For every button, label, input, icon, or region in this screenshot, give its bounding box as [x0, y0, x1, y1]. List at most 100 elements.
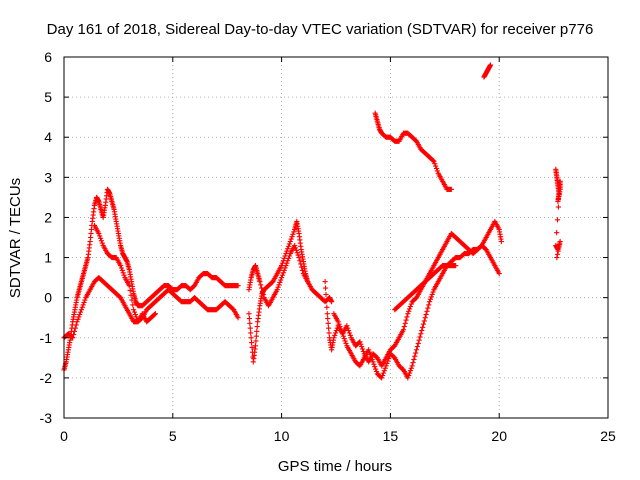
data-point	[332, 332, 338, 338]
data-point	[358, 341, 364, 347]
data-point	[152, 311, 158, 317]
data-point	[332, 330, 339, 336]
data-point	[325, 320, 331, 326]
data-point	[359, 346, 366, 352]
data-point	[407, 368, 414, 374]
data-point	[248, 335, 254, 341]
data-point	[293, 247, 299, 253]
data-point	[260, 291, 266, 298]
data-point	[432, 161, 438, 167]
data-point	[78, 307, 85, 313]
data-point	[429, 291, 435, 298]
data-point	[407, 303, 414, 310]
data-point	[259, 288, 266, 294]
data-point	[557, 178, 563, 184]
y-axis-title: SDTVAR / TECUs	[7, 178, 24, 298]
data-point	[422, 315, 428, 321]
data-point	[121, 272, 127, 278]
data-point	[247, 325, 253, 331]
data-point	[277, 279, 283, 286]
series-track-k	[553, 166, 563, 261]
data-point	[253, 333, 259, 339]
series-track-i	[372, 110, 454, 192]
data-point	[379, 375, 385, 381]
data-point	[324, 304, 330, 310]
data-point	[324, 311, 330, 317]
data-point	[345, 325, 351, 331]
y-tick-label: 6	[44, 49, 52, 65]
y-tick-label: 2	[44, 209, 52, 225]
data-point	[283, 250, 289, 257]
data-point	[384, 360, 390, 367]
data-point	[431, 158, 437, 164]
data-point	[279, 275, 285, 281]
data-point	[274, 287, 280, 293]
data-point	[373, 368, 380, 375]
data-point	[292, 245, 299, 251]
data-point	[379, 372, 386, 379]
data-point	[248, 339, 255, 346]
data-point	[406, 308, 412, 314]
data-point	[77, 311, 83, 318]
data-point	[554, 217, 561, 223]
data-point	[336, 321, 342, 327]
data-point	[290, 231, 296, 237]
data-point	[322, 279, 328, 285]
data-point	[120, 270, 126, 276]
data-point	[286, 241, 293, 247]
data-point	[416, 337, 422, 343]
data-point	[235, 283, 241, 289]
data-point	[427, 296, 434, 302]
series-track-b	[61, 275, 241, 341]
y-tick-label: 0	[44, 290, 52, 306]
data-point	[287, 238, 293, 245]
plot-frame	[63, 56, 609, 419]
data-marks	[61, 62, 563, 381]
data-point	[294, 250, 300, 256]
data-point	[326, 325, 332, 331]
data-point	[405, 375, 411, 381]
data-point	[235, 315, 241, 321]
x-tick-label: 25	[600, 428, 616, 444]
data-point	[299, 267, 306, 273]
data-point	[555, 204, 561, 210]
data-point	[248, 330, 254, 336]
y-tick-label: 1	[44, 250, 52, 266]
data-point	[383, 363, 389, 369]
data-point	[430, 289, 436, 295]
data-point	[254, 323, 260, 330]
chart-title: Day 161 of 2018, Sidereal Day-to-day VTE…	[47, 21, 594, 38]
data-point	[132, 311, 138, 318]
data-point	[133, 314, 139, 320]
data-point	[286, 253, 293, 259]
data-point	[288, 236, 294, 242]
data-point	[131, 307, 137, 313]
data-point	[285, 258, 291, 264]
data-point	[130, 302, 136, 308]
data-point	[373, 366, 379, 372]
data-point	[406, 370, 413, 376]
data-point	[97, 233, 103, 239]
data-point	[292, 242, 298, 249]
data-point	[360, 348, 367, 355]
data-point	[258, 282, 264, 288]
data-point	[119, 267, 125, 273]
data-point	[97, 235, 104, 241]
data-point	[77, 309, 84, 315]
data-point	[82, 297, 88, 303]
data-point	[498, 238, 504, 245]
data-point	[556, 245, 562, 251]
data-point	[448, 186, 454, 192]
axis-ticks: 0 5 10 15 20 25 -3 -2 -1 0 1 2 3 4 5 6	[40, 49, 616, 444]
data-point	[410, 360, 416, 366]
data-point	[556, 191, 562, 197]
data-point	[344, 323, 350, 329]
y-tick-label: 5	[44, 89, 52, 105]
data-point	[434, 168, 441, 174]
data-point	[346, 330, 353, 336]
data-point	[70, 331, 77, 338]
data-point	[275, 284, 281, 290]
data-point	[420, 321, 427, 327]
data-point	[421, 318, 427, 324]
series-track-f	[322, 242, 502, 381]
